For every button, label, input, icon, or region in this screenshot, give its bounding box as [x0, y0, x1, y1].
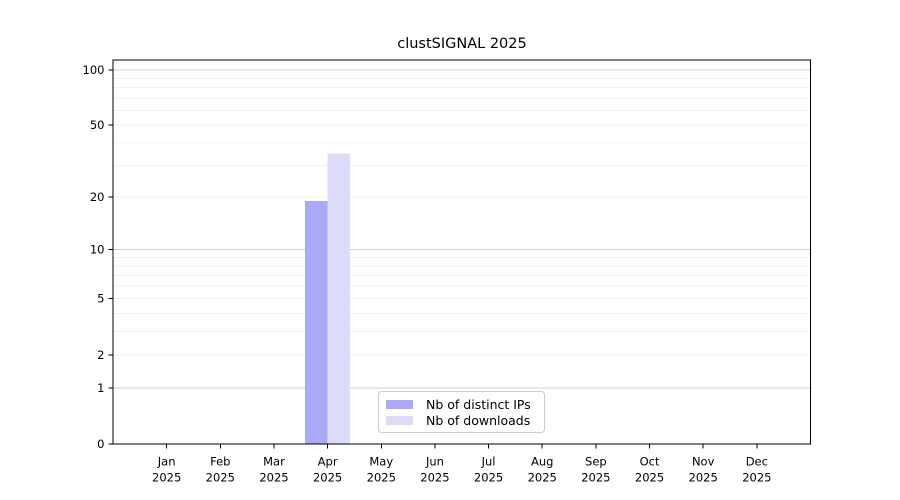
y-tick-label-100: 100: [83, 63, 105, 77]
x-tick-label-month-feb: Feb: [210, 455, 230, 469]
x-tick-label-month-jul: Jul: [481, 455, 496, 469]
legend-item-distinct-ips: Nb of distinct IPs: [386, 396, 536, 412]
x-tick-label-month-oct: Oct: [640, 455, 660, 469]
x-tick-label-month-aug: Aug: [531, 455, 553, 469]
x-tick-label-year-feb: 2025: [206, 471, 235, 485]
y-tick-label-0: 0: [97, 437, 104, 451]
legend-swatch-distinct-ips-icon: [386, 399, 413, 409]
chart-title: clustSIGNAL 2025: [397, 36, 527, 52]
plot-border: [112, 59, 811, 445]
x-tick-label-month-jun: Jun: [425, 455, 444, 469]
x-tick-label-year-jun: 2025: [420, 471, 449, 485]
x-tick-label-month-nov: Nov: [692, 455, 715, 469]
y-tick-label-1: 1: [97, 381, 104, 395]
x-tick-label-year-nov: 2025: [689, 471, 718, 485]
x-tick-label-year-dec: 2025: [742, 471, 771, 485]
legend-swatch-downloads-icon: [386, 415, 413, 425]
x-tick-label-month-jan: Jan: [157, 455, 176, 469]
x-tick-label-year-apr: 2025: [313, 471, 342, 485]
legend-item-downloads: Nb of downloads: [386, 412, 536, 428]
legend-label-distinct-ips: Nb of distinct IPs: [426, 396, 531, 412]
x-tick-label-year-oct: 2025: [635, 471, 664, 485]
bar-downloads-apr: [327, 153, 351, 444]
legend: Nb of distinct IPs Nb of downloads: [378, 391, 545, 433]
x-tick-label-month-mar: Mar: [263, 455, 285, 469]
y-tick-label-5: 5: [97, 292, 104, 306]
x-tick-label-year-may: 2025: [367, 471, 396, 485]
legend-label-downloads: Nb of downloads: [426, 412, 531, 428]
x-tick-label-year-sep: 2025: [581, 471, 610, 485]
x-tick-label-month-apr: Apr: [318, 455, 338, 469]
y-tick-label-50: 50: [90, 118, 105, 132]
y-tick-label-2: 2: [97, 348, 104, 362]
x-tick-label-month-sep: Sep: [585, 455, 607, 469]
x-tick-label-year-mar: 2025: [259, 471, 288, 485]
x-tick-label-year-aug: 2025: [528, 471, 557, 485]
bar-distinct-ips-apr: [305, 201, 328, 444]
x-tick-label-year-jan: 2025: [152, 471, 181, 485]
y-tick-label-10: 10: [90, 243, 105, 257]
x-tick-label-month-dec: Dec: [746, 455, 768, 469]
y-tick-label-20: 20: [90, 190, 105, 204]
x-tick-label-year-jul: 2025: [474, 471, 503, 485]
x-tick-label-month-may: May: [369, 455, 393, 469]
